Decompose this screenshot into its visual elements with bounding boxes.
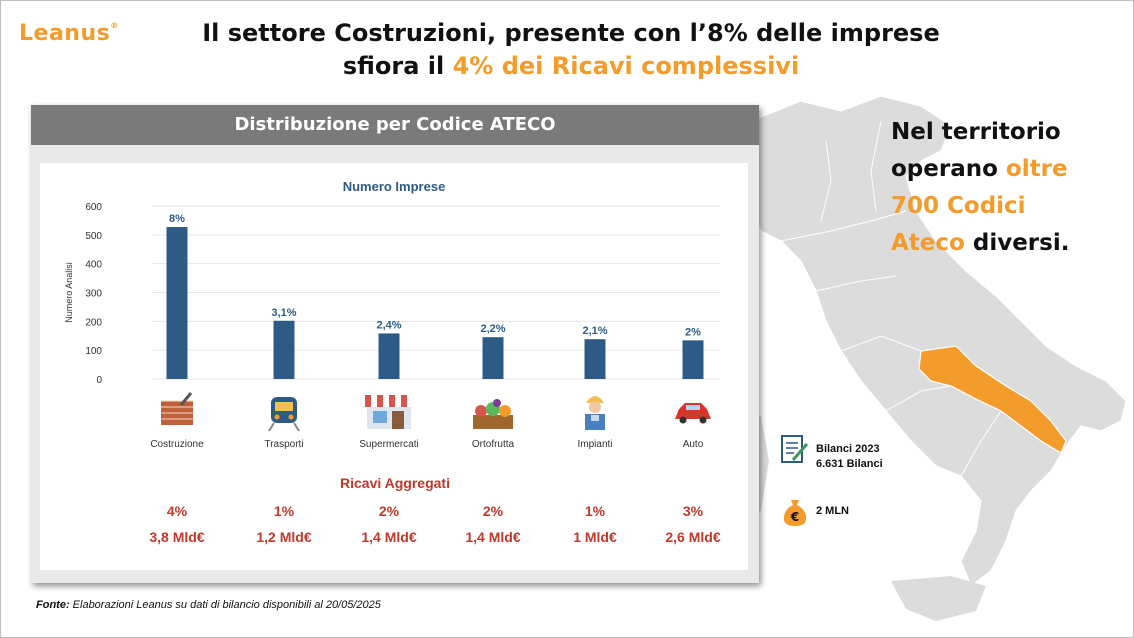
data-label: 8% (169, 213, 185, 225)
ricavi-percent: 1% (584, 503, 606, 519)
rail (268, 422, 275, 432)
train-light (274, 414, 280, 420)
ricavi-percent: 4% (166, 503, 188, 519)
category-label: Costruzione (150, 439, 204, 450)
train-window (275, 402, 293, 411)
bar-supermercati (378, 333, 400, 379)
ricavi-percent: 3% (682, 503, 704, 519)
data-label: 2,2% (480, 323, 505, 335)
eggplant (493, 399, 501, 407)
y-tick-label: 300 (85, 289, 102, 300)
shop-door (392, 411, 404, 429)
vegetables-crate-icon (473, 415, 513, 429)
panel-title: Distribuzione per Codice ATECO (31, 105, 759, 145)
bar-ortofrutta (482, 337, 504, 379)
puglia-region (918, 345, 1067, 454)
ricavi-amount: 1,4 Mld€ (361, 529, 417, 545)
y-tick-label: 600 (85, 202, 102, 213)
money-bag-icon: € (783, 500, 807, 526)
worker-icon (586, 396, 604, 403)
mln-info: 2 MLN (816, 505, 849, 517)
awning-stripe (383, 395, 389, 407)
ricavi-amount: 1,2 Mld€ (256, 529, 312, 545)
y-tick-label: 0 (96, 375, 102, 386)
slide-title: Il settore Costruzioni, presente con l’8… (181, 17, 961, 83)
source-note: Fonte: Elaborazioni Leanus su dati di bi… (36, 599, 381, 611)
leanus-logo: Leanus® (19, 21, 119, 46)
bar-auto (682, 340, 704, 379)
car-wheel (679, 416, 687, 424)
bilanci-info: Bilanci 2023 6.631 Bilanci (816, 443, 883, 470)
y-tick-label: 400 (85, 260, 102, 271)
category-label: Impianti (577, 439, 612, 450)
ricavi-amount: 1,4 Mld€ (465, 529, 521, 545)
ricavi-amount: 3,8 Mld€ (149, 529, 205, 545)
numero-imprese-chart: Numero Imprese 0 100 200 300 400 500 600 Numero … (64, 179, 720, 450)
car-window (686, 405, 700, 410)
category-label: Trasporti (264, 439, 303, 450)
train-light (288, 414, 294, 420)
y-tick-label: 200 (85, 317, 102, 328)
car-wheel (699, 416, 707, 424)
data-label: 2% (685, 326, 701, 338)
tomato (475, 405, 487, 417)
document-icon (781, 435, 809, 463)
title-line-2: sfiora il 4% dei Ricavi complessivi (342, 52, 800, 80)
ricavi-percent: 2% (482, 503, 504, 519)
y-tick-label: 100 (85, 346, 102, 357)
ricavi-title: Ricavi Aggregati (340, 475, 450, 491)
data-label: 3,1% (271, 307, 296, 319)
ricavi-percent: 1% (273, 503, 295, 519)
category-label: Supermercati (359, 439, 418, 450)
chart-title: Numero Imprese (343, 179, 446, 194)
ricavi-amount: 2,6 Mld€ (665, 529, 721, 545)
awning-stripe (395, 395, 401, 407)
rail (293, 422, 300, 432)
bar-costruzione (166, 227, 188, 379)
worker-pocket (591, 415, 599, 421)
awning-stripe (371, 395, 377, 407)
category-label: Ortofrutta (472, 439, 515, 450)
shop-window (373, 411, 387, 423)
panel-content: Numero Imprese 0 100 200 300 400 500 600 Numero … (40, 163, 748, 570)
title-highlight: 4% dei Ricavi complessivi (452, 52, 800, 80)
territory-text: Nel territorio operano oltre 700 Codici … (891, 119, 1070, 256)
y-tick-label: 500 (85, 231, 102, 242)
category-label: Auto (683, 439, 704, 450)
ricavi-percent: 2% (378, 503, 400, 519)
trowel-handle (179, 392, 193, 406)
orange (499, 405, 511, 417)
italy-mainland (740, 95, 1127, 587)
bar-impianti (584, 339, 606, 379)
worker-face (589, 401, 601, 413)
y-axis-label: Numero Analisi (64, 262, 74, 323)
ricavi-amount: 1 Mld€ (573, 529, 617, 545)
region-borders (780, 120, 1002, 477)
car-icon (675, 403, 711, 419)
title-line-1: Il settore Costruzioni, presente con l’8… (202, 19, 940, 47)
sicily (891, 576, 986, 621)
data-label: 2,1% (582, 325, 607, 337)
ateco-panel: Distribuzione per Codice ATECO Numero Im… (31, 105, 759, 583)
svg-text:€: € (790, 510, 799, 524)
bar-trasporti (273, 320, 295, 379)
awning-stripe (407, 395, 413, 407)
worker-overall (585, 414, 605, 430)
data-label: 2,4% (376, 319, 401, 331)
